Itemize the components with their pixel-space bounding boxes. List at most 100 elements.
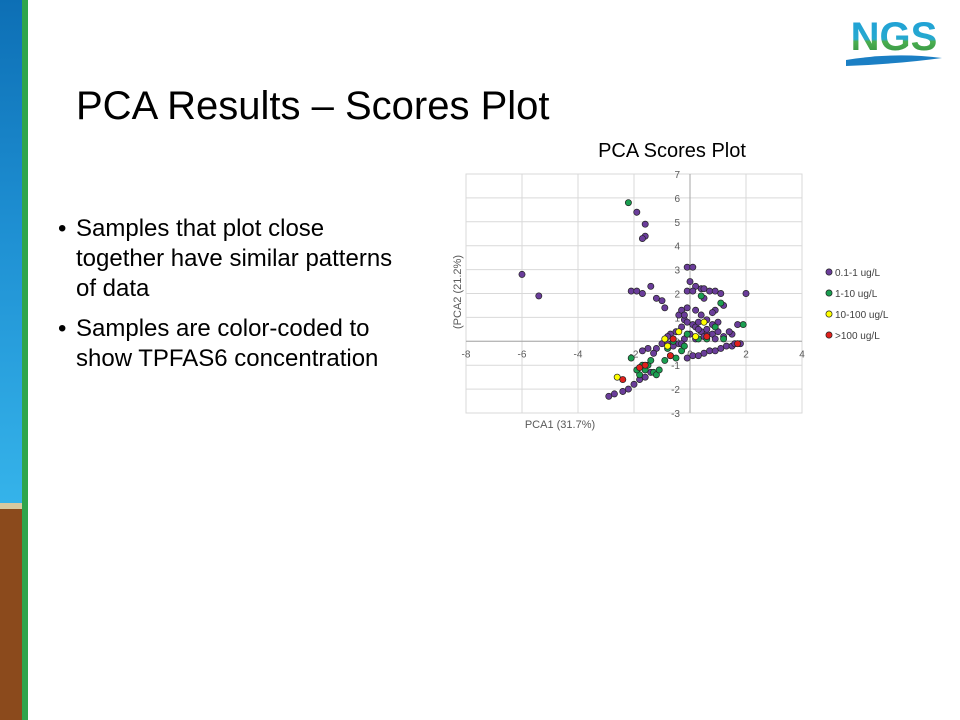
legend-marker	[825, 310, 833, 318]
data-point	[647, 282, 655, 290]
x-axis-label: PCA1 (31.7%)	[525, 419, 595, 431]
data-point	[694, 325, 702, 333]
data-point	[717, 299, 725, 307]
data-point	[619, 388, 627, 395]
data-point	[700, 285, 708, 293]
x-tick-label: -8	[462, 349, 471, 360]
data-point	[689, 263, 697, 271]
data-point	[683, 318, 691, 326]
y-axis-label: (PCA2 (21.2%)	[452, 255, 464, 329]
data-point	[692, 333, 700, 340]
y-tick-label: -2	[671, 385, 680, 396]
data-point	[624, 385, 632, 393]
data-point	[703, 333, 711, 340]
data-point	[720, 335, 728, 343]
x-tick-label: 4	[799, 349, 805, 360]
data-point	[689, 287, 697, 295]
y-tick-label: 2	[674, 290, 680, 301]
data-point	[636, 364, 644, 372]
data-point	[697, 311, 705, 319]
data-point	[655, 366, 663, 374]
data-point	[717, 290, 725, 297]
legend-label: 1-10 ug/L	[835, 289, 878, 300]
data-point	[638, 235, 646, 242]
sidebar-blue-band	[0, 0, 22, 503]
bullet-text: Samples that plot close together have si…	[76, 215, 393, 302]
bullet-item: • Samples are color-coded to show TPFAS6 …	[58, 314, 408, 374]
legend-marker	[825, 289, 833, 297]
chart-title: PCA Scores Plot	[598, 140, 746, 162]
data-point	[652, 294, 660, 302]
data-point	[708, 309, 716, 317]
data-point	[627, 354, 635, 362]
data-point	[680, 311, 688, 319]
data-point	[703, 325, 711, 333]
data-point	[661, 304, 669, 312]
data-point	[644, 345, 652, 352]
data-point	[633, 208, 641, 216]
data-point	[641, 373, 649, 381]
sidebar-tan-band	[0, 503, 22, 509]
y-tick-label: -3	[671, 409, 680, 420]
y-tick-label: -1	[671, 361, 680, 372]
data-point	[700, 349, 708, 357]
data-point	[664, 342, 672, 350]
y-tick-label: 1	[674, 313, 680, 324]
y-tick-label: 3	[674, 266, 680, 277]
x-tick-label: -2	[630, 349, 639, 360]
data-point	[661, 356, 669, 364]
logo-text: NGS	[851, 15, 938, 59]
bullet-list: • Samples that plot close together have s…	[58, 214, 408, 384]
legend-marker	[825, 268, 833, 276]
ngs-logo: NGS	[846, 15, 942, 66]
pca-scores-chart: PCA Scores Plot -8-6-4-2024-3-2-10123456…	[452, 140, 889, 431]
legend-label: 0.1-1 ug/L	[835, 268, 880, 279]
data-point	[650, 349, 658, 357]
data-point	[613, 373, 621, 381]
data-point	[619, 376, 627, 383]
data-point	[739, 321, 747, 329]
data-point	[697, 292, 705, 300]
y-tick-label: 4	[674, 242, 680, 253]
legend-marker	[825, 331, 833, 339]
data-point	[711, 335, 719, 343]
data-point	[734, 340, 742, 348]
data-point	[638, 290, 646, 297]
data-point	[658, 297, 666, 305]
decorative-sidebar	[0, 0, 28, 720]
legend-label: >100 ug/L	[835, 331, 880, 342]
bullet-text: Samples are color-coded to show TPFAS6 c…	[76, 315, 379, 372]
data-point	[638, 347, 646, 355]
logo-swoosh	[846, 55, 942, 66]
sidebar-green-stripe	[22, 0, 28, 720]
data-point	[669, 335, 677, 343]
data-point	[700, 318, 708, 326]
data-point	[610, 390, 618, 398]
legend-label: 10-100 ug/L	[835, 310, 889, 321]
data-point	[683, 354, 691, 362]
data-point	[711, 287, 719, 295]
data-point	[633, 287, 641, 295]
y-tick-label: 6	[674, 194, 680, 205]
x-tick-label: -6	[518, 349, 527, 360]
data-point	[717, 345, 725, 352]
data-point	[518, 270, 526, 278]
data-point	[605, 392, 613, 400]
data-point	[683, 304, 691, 312]
data-point	[692, 306, 700, 314]
data-point	[675, 328, 683, 336]
x-tick-label: 2	[743, 349, 749, 360]
data-point	[661, 335, 669, 343]
data-point	[630, 380, 638, 388]
data-point	[535, 292, 543, 300]
y-tick-label: 5	[674, 218, 680, 229]
sidebar-brown-band	[0, 509, 22, 720]
data-point	[711, 323, 719, 331]
data-point	[711, 347, 719, 355]
data-point	[680, 342, 688, 350]
data-point	[672, 354, 680, 362]
data-point	[686, 278, 694, 285]
y-tick-label: 7	[674, 170, 680, 181]
slide-title: PCA Results – Scores Plot	[76, 84, 550, 128]
x-tick-label: -4	[574, 349, 583, 360]
